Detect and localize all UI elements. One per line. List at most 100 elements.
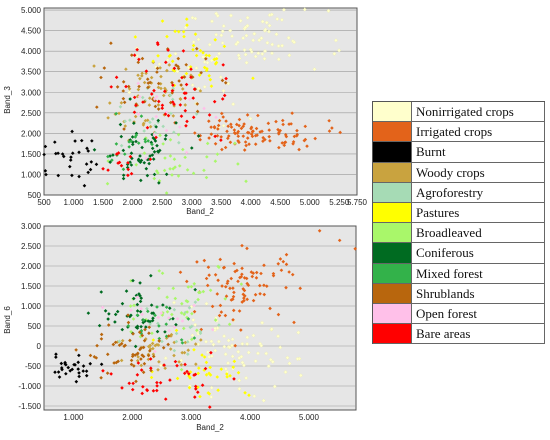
data-point (117, 111, 121, 116)
data-point (148, 347, 153, 351)
data-point (223, 284, 228, 289)
data-point (164, 322, 169, 326)
data-point (125, 162, 130, 167)
data-point (134, 379, 138, 384)
data-point (170, 80, 174, 85)
data-point (79, 138, 84, 143)
data-point (101, 368, 105, 373)
y-tick-label: 1.000 (21, 170, 42, 179)
data-point (194, 112, 199, 116)
data-point (196, 371, 201, 376)
data-point (226, 361, 231, 366)
data-point (131, 381, 135, 386)
data-point (134, 139, 138, 144)
data-point (142, 338, 147, 343)
legend-swatch (373, 202, 412, 223)
data-point (133, 344, 138, 349)
data-point (140, 56, 145, 61)
data-point (221, 88, 226, 93)
legend-swatch (373, 263, 412, 283)
data-point (194, 66, 199, 71)
data-point (88, 167, 93, 172)
data-point (137, 84, 141, 89)
data-point (170, 100, 175, 104)
data-point (69, 155, 73, 159)
data-point (176, 174, 181, 178)
data-point (218, 75, 223, 80)
data-point (53, 370, 57, 375)
data-point (209, 350, 213, 355)
data-point (64, 371, 68, 376)
data-point (86, 311, 91, 315)
data-point (302, 7, 307, 12)
data-point (115, 309, 120, 314)
data-point (105, 181, 110, 186)
data-point (114, 360, 119, 365)
data-point (274, 32, 279, 37)
data-point (155, 329, 160, 334)
data-point (112, 361, 116, 365)
data-point (60, 367, 64, 372)
data-point (132, 303, 136, 308)
data-point (137, 94, 142, 99)
data-point (142, 151, 147, 155)
data-point (121, 167, 126, 172)
data-point (201, 289, 206, 294)
data-point (77, 371, 81, 375)
data-point (223, 80, 228, 85)
data-point (133, 135, 138, 139)
data-point (230, 354, 235, 359)
data-point (182, 371, 187, 376)
data-point (163, 137, 168, 141)
data-point (226, 124, 230, 128)
data-point (160, 106, 165, 111)
data-point (249, 125, 254, 130)
data-point (155, 342, 159, 347)
data-point (232, 131, 237, 135)
data-point (269, 12, 274, 17)
data-point (182, 34, 186, 39)
data-point (57, 375, 62, 379)
data-point (175, 363, 179, 368)
data-point (128, 154, 133, 159)
data-point (77, 374, 81, 379)
data-point (164, 305, 169, 310)
data-point (193, 342, 198, 346)
data-point (171, 86, 175, 91)
data-point (103, 309, 108, 313)
legend-item: Woody crops (373, 162, 545, 183)
data-point (179, 338, 184, 342)
legend-label: Nonirrigated crops (416, 104, 514, 119)
data-point (208, 365, 212, 370)
data-point (237, 386, 242, 391)
data-point (177, 360, 181, 364)
data-point (56, 173, 61, 178)
data-point (126, 324, 131, 328)
data-point (263, 27, 268, 32)
data-point (259, 36, 264, 41)
data-point (100, 305, 105, 310)
legend-label: Bare areas (416, 326, 471, 342)
data-point (187, 374, 191, 378)
data-point (192, 373, 196, 377)
data-point (174, 328, 179, 333)
data-point (209, 19, 215, 24)
data-point (196, 86, 201, 91)
data-point (173, 296, 178, 301)
data-point (56, 151, 60, 156)
data-point (236, 53, 241, 58)
data-point (149, 366, 153, 371)
data-point (209, 125, 213, 129)
data-point (160, 271, 165, 276)
data-point (313, 136, 317, 141)
data-point (140, 145, 144, 150)
data-point (216, 339, 221, 344)
legend-label: Open forest (416, 305, 478, 321)
data-point (134, 103, 138, 108)
data-point (151, 352, 156, 357)
data-point (236, 349, 241, 354)
data-point (136, 60, 141, 65)
data-point (172, 66, 177, 71)
data-point (226, 136, 230, 141)
legend-item: Bare areas (373, 324, 545, 345)
